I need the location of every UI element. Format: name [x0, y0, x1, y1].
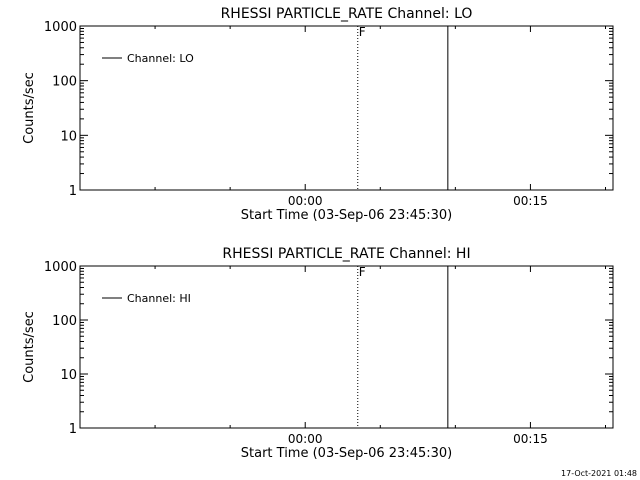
y-tick-label: 10 — [60, 129, 77, 144]
legend-label: Channel: HI — [127, 292, 191, 305]
y-tick-label: 1 — [69, 184, 77, 199]
x-tick-label: 00:00 — [288, 194, 323, 208]
chart-panel-hi: RHESSI PARTICLE_RATE Channel: HI Start Ti… — [22, 246, 614, 461]
y-axis-label: Counts/sec — [22, 72, 37, 144]
x-tick-label: 00:00 — [288, 432, 323, 446]
y-axis-label: Counts/sec — [22, 311, 37, 383]
chart-title: RHESSI PARTICLE_RATE Channel: LO — [221, 6, 473, 22]
y-tick-label: 1000 — [44, 260, 77, 275]
x-axis-label: Start Time (03-Sep-06 23:45:30) — [241, 446, 452, 461]
plot-frame — [79, 265, 614, 429]
footer-timestamp: 17-Oct-2021 01:48 — [561, 469, 637, 478]
y-tick-label: 1000 — [44, 20, 77, 35]
legend-label: Channel: LO — [127, 52, 194, 65]
chart-panel-lo: RHESSI PARTICLE_RATE Channel: LO Start Ti… — [22, 6, 614, 223]
y-tick-label: 100 — [52, 75, 77, 90]
x-tick-label: 00:15 — [513, 432, 548, 446]
event-marker-label: F — [359, 25, 366, 39]
y-tick-label: 10 — [60, 368, 77, 383]
y-tick-label: 100 — [52, 314, 77, 329]
y-tick-label: 1 — [69, 422, 77, 437]
plot-frame — [79, 25, 614, 191]
event-marker-label: F — [359, 265, 366, 279]
x-axis-label: Start Time (03-Sep-06 23:45:30) — [241, 208, 452, 223]
x-tick-label: 00:15 — [513, 194, 548, 208]
chart-title: RHESSI PARTICLE_RATE Channel: HI — [222, 246, 470, 262]
